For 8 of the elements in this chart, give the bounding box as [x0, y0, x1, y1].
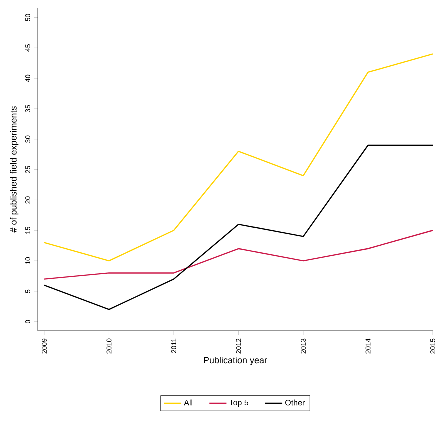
line-series [44, 54, 434, 262]
line-series [44, 230, 434, 280]
line-series [44, 144, 434, 310]
legend-label: Other [286, 400, 305, 406]
legend-label: All [184, 400, 192, 406]
legend-label: Top 5 [229, 400, 249, 408]
x-axis-title: Publication year [204, 356, 268, 366]
y-axis-title: # of published field experiments [10, 106, 19, 233]
